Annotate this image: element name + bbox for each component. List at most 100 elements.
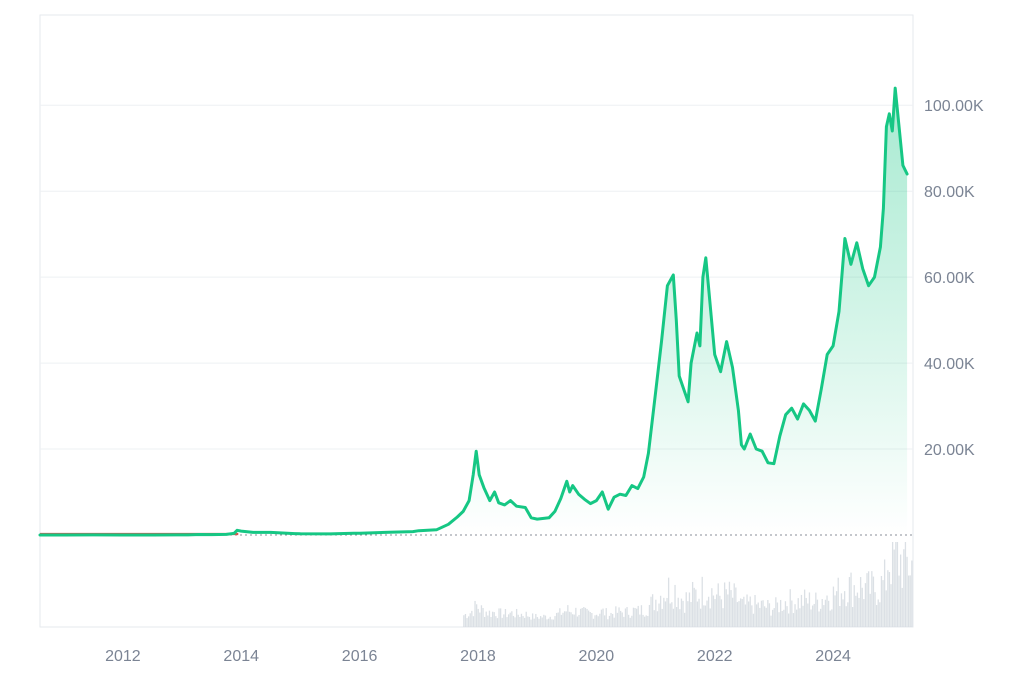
volume-bar xyxy=(776,602,779,627)
volume-bar xyxy=(485,611,487,627)
volume-bar xyxy=(648,604,651,627)
volume-bar xyxy=(600,609,603,627)
volume-bar xyxy=(631,615,633,627)
volume-bar xyxy=(504,609,507,627)
volume-bar xyxy=(712,595,715,627)
volume-bar xyxy=(645,615,647,627)
x-tick-label: 2016 xyxy=(342,648,378,665)
volume-bar xyxy=(615,606,617,627)
volume-bar xyxy=(731,597,734,627)
volume-bar xyxy=(736,602,739,627)
volume-bar xyxy=(727,594,729,627)
volume-bar xyxy=(856,592,859,627)
volume-bar xyxy=(514,617,516,627)
volume-bar xyxy=(496,618,499,627)
volume-bar xyxy=(661,608,663,627)
volume-bar xyxy=(789,589,791,627)
volume-bar xyxy=(704,605,707,627)
volume-bar xyxy=(483,616,486,627)
volume-bar xyxy=(552,619,555,627)
volume-bar xyxy=(885,590,887,627)
y-tick-label: 80.00K xyxy=(924,184,975,201)
volume-bar xyxy=(775,597,777,627)
volume-bar xyxy=(773,608,775,627)
volume-bar xyxy=(597,616,599,627)
volume-bar xyxy=(879,602,881,627)
volume-bar xyxy=(819,608,822,627)
volume-bar xyxy=(698,598,700,627)
volume-bar xyxy=(517,614,519,627)
volume-bar xyxy=(816,599,819,627)
volume-bar xyxy=(538,618,540,627)
volume-bar xyxy=(845,606,847,627)
volume-bar xyxy=(847,602,849,627)
volume-bar xyxy=(570,612,572,627)
volume-bar xyxy=(578,614,580,627)
volume-bar xyxy=(557,612,559,627)
volume-bar xyxy=(797,598,799,627)
volume-bar xyxy=(871,571,873,627)
volume-bar xyxy=(506,617,508,627)
volume-bar xyxy=(693,587,695,627)
volume-bar xyxy=(703,605,705,627)
volume-bar xyxy=(720,599,723,627)
volume-bar xyxy=(696,601,699,627)
volume-bar xyxy=(800,594,803,627)
volume-bar xyxy=(778,612,780,627)
volume-bar xyxy=(549,616,551,627)
price-line xyxy=(38,86,909,537)
x-tick-label: 2018 xyxy=(460,648,496,665)
volume-bar xyxy=(759,607,761,627)
volume-bar xyxy=(803,589,806,627)
volume-bar xyxy=(762,600,764,627)
volume-bar xyxy=(823,605,825,627)
volume-bar xyxy=(848,577,851,627)
volume-bar xyxy=(656,611,659,627)
volume-bar xyxy=(861,587,863,627)
volume-bar xyxy=(738,601,740,627)
volume-bar xyxy=(511,611,513,627)
y-tick-label: 60.00K xyxy=(924,270,975,287)
x-tick-label: 2020 xyxy=(579,648,615,665)
volume-bar xyxy=(621,612,623,627)
volume-bar xyxy=(907,575,910,627)
volume-bar xyxy=(507,614,510,627)
volume-bar xyxy=(781,610,783,627)
volume-bar xyxy=(888,572,891,627)
volume-bar xyxy=(835,591,838,627)
volume-bar xyxy=(695,589,697,627)
volume-bar xyxy=(501,617,503,627)
volume-bar xyxy=(735,587,737,627)
volume-bar xyxy=(827,600,830,627)
volume-bar xyxy=(824,599,827,627)
volume-bar xyxy=(872,576,875,627)
volume-bar xyxy=(869,593,871,627)
volume-bar xyxy=(515,608,518,627)
volume-bar xyxy=(739,598,742,627)
volume-bar xyxy=(666,597,668,627)
volume-bar xyxy=(690,602,692,627)
volume-bar xyxy=(471,610,473,627)
volume-bar xyxy=(837,577,839,627)
volume-bar xyxy=(575,607,577,627)
volume-bar xyxy=(767,600,769,627)
volume-bar xyxy=(639,614,641,627)
volume-bar xyxy=(779,599,782,627)
volume-bar xyxy=(565,611,567,627)
volume-bar xyxy=(567,605,569,627)
volume-bar xyxy=(832,586,835,627)
volume-bar xyxy=(658,603,660,627)
x-tick-label: 2024 xyxy=(815,648,851,665)
volume-bar xyxy=(709,608,711,627)
volume-bar xyxy=(608,615,611,627)
volume-bar xyxy=(901,587,903,627)
volume-bar xyxy=(813,603,815,627)
volume-bar xyxy=(725,589,727,627)
volume-bar xyxy=(863,599,865,627)
volume-bar xyxy=(539,616,542,627)
volume-bar xyxy=(541,617,543,627)
volume-bar xyxy=(626,607,628,627)
volume-bar xyxy=(603,615,606,627)
volume-bar xyxy=(587,610,590,627)
volume-bar xyxy=(477,608,479,627)
